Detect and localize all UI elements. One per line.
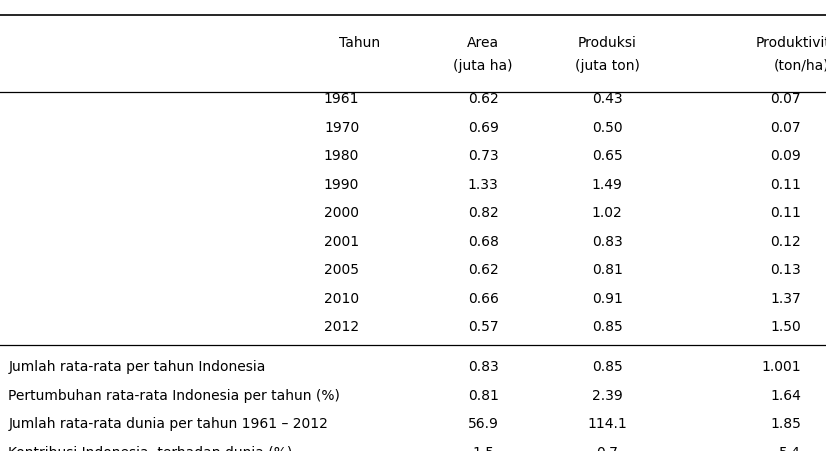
Text: 0.69: 0.69 xyxy=(468,121,499,134)
Text: 0.91: 0.91 xyxy=(591,291,623,305)
Text: 1.50: 1.50 xyxy=(771,320,801,333)
Text: Produksi: Produksi xyxy=(577,36,637,50)
Text: 0.62: 0.62 xyxy=(468,92,499,106)
Text: Pertumbuhan rata-rata Indonesia per tahun (%): Pertumbuhan rata-rata Indonesia per tahu… xyxy=(8,388,340,402)
Text: 0.13: 0.13 xyxy=(771,263,801,276)
Text: 0.12: 0.12 xyxy=(771,235,801,248)
Text: 2010: 2010 xyxy=(324,291,359,305)
Text: 1961: 1961 xyxy=(324,92,359,106)
Text: (juta ton): (juta ton) xyxy=(575,59,639,72)
Text: 1.001: 1.001 xyxy=(762,360,801,373)
Text: 0.81: 0.81 xyxy=(468,388,499,402)
Text: 1.49: 1.49 xyxy=(591,178,623,191)
Text: 1.37: 1.37 xyxy=(771,291,801,305)
Text: 1.85: 1.85 xyxy=(771,417,801,430)
Text: 2005: 2005 xyxy=(325,263,359,276)
Text: 5.4: 5.4 xyxy=(780,445,801,451)
Text: 2001: 2001 xyxy=(324,235,359,248)
Text: 0.57: 0.57 xyxy=(468,320,499,333)
Text: Jumlah rata-rata dunia per tahun 1961 – 2012: Jumlah rata-rata dunia per tahun 1961 – … xyxy=(8,417,328,430)
Text: 0.50: 0.50 xyxy=(591,121,623,134)
Text: 0.11: 0.11 xyxy=(771,206,801,220)
Text: Produktivitas: Produktivitas xyxy=(756,36,826,50)
Text: 0.81: 0.81 xyxy=(591,263,623,276)
Text: 114.1: 114.1 xyxy=(587,417,627,430)
Text: 0.83: 0.83 xyxy=(468,360,499,373)
Text: 1990: 1990 xyxy=(324,178,359,191)
Text: 0.73: 0.73 xyxy=(468,149,499,163)
Text: Kontribusi Indonesia  terhadap dunia (%): Kontribusi Indonesia terhadap dunia (%) xyxy=(8,445,292,451)
Text: 1980: 1980 xyxy=(324,149,359,163)
Text: 1.5: 1.5 xyxy=(472,445,494,451)
Text: 2000: 2000 xyxy=(325,206,359,220)
Text: 0.66: 0.66 xyxy=(468,291,499,305)
Text: 1970: 1970 xyxy=(324,121,359,134)
Text: 2.39: 2.39 xyxy=(591,388,623,402)
Text: 0.43: 0.43 xyxy=(591,92,623,106)
Text: 0.85: 0.85 xyxy=(591,360,623,373)
Text: 0.09: 0.09 xyxy=(771,149,801,163)
Text: 0.85: 0.85 xyxy=(591,320,623,333)
Text: 0.7: 0.7 xyxy=(596,445,618,451)
Text: 1.64: 1.64 xyxy=(771,388,801,402)
Text: Tahun: Tahun xyxy=(339,36,380,50)
Text: 0.62: 0.62 xyxy=(468,263,499,276)
Text: Area: Area xyxy=(468,36,499,50)
Text: 1.33: 1.33 xyxy=(468,178,499,191)
Text: (juta ha): (juta ha) xyxy=(453,59,513,72)
Text: 0.68: 0.68 xyxy=(468,235,499,248)
Text: 0.11: 0.11 xyxy=(771,178,801,191)
Text: (ton/ha): (ton/ha) xyxy=(773,59,826,72)
Text: 0.82: 0.82 xyxy=(468,206,499,220)
Text: 2012: 2012 xyxy=(324,320,359,333)
Text: 0.65: 0.65 xyxy=(591,149,623,163)
Text: 0.83: 0.83 xyxy=(591,235,623,248)
Text: 0.07: 0.07 xyxy=(771,92,801,106)
Text: 56.9: 56.9 xyxy=(468,417,499,430)
Text: 0.07: 0.07 xyxy=(771,121,801,134)
Text: 1.02: 1.02 xyxy=(591,206,623,220)
Text: Jumlah rata-rata per tahun Indonesia: Jumlah rata-rata per tahun Indonesia xyxy=(8,360,266,373)
